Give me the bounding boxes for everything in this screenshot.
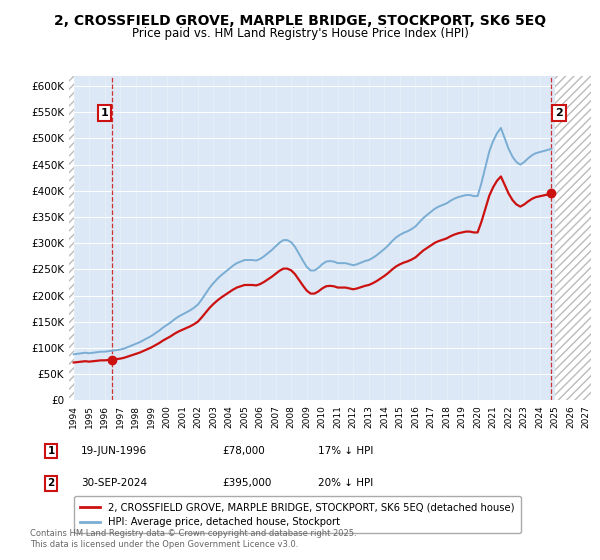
Bar <box>69 76 74 400</box>
Bar <box>555 76 591 400</box>
Text: 2: 2 <box>47 478 55 488</box>
Text: 19-JUN-1996: 19-JUN-1996 <box>81 446 147 456</box>
Text: 1: 1 <box>47 446 55 456</box>
Text: Contains HM Land Registry data © Crown copyright and database right 2025.
This d: Contains HM Land Registry data © Crown c… <box>30 529 356 549</box>
Text: 30-SEP-2024: 30-SEP-2024 <box>81 478 147 488</box>
Text: £78,000: £78,000 <box>222 446 265 456</box>
Text: Price paid vs. HM Land Registry's House Price Index (HPI): Price paid vs. HM Land Registry's House … <box>131 27 469 40</box>
Text: 20% ↓ HPI: 20% ↓ HPI <box>318 478 373 488</box>
Text: 1: 1 <box>100 108 108 118</box>
Text: 2, CROSSFIELD GROVE, MARPLE BRIDGE, STOCKPORT, SK6 5EQ: 2, CROSSFIELD GROVE, MARPLE BRIDGE, STOC… <box>54 14 546 28</box>
Text: 2: 2 <box>555 108 563 118</box>
Text: 17% ↓ HPI: 17% ↓ HPI <box>318 446 373 456</box>
Legend: 2, CROSSFIELD GROVE, MARPLE BRIDGE, STOCKPORT, SK6 5EQ (detached house), HPI: Av: 2, CROSSFIELD GROVE, MARPLE BRIDGE, STOC… <box>74 496 521 533</box>
Text: £395,000: £395,000 <box>222 478 271 488</box>
